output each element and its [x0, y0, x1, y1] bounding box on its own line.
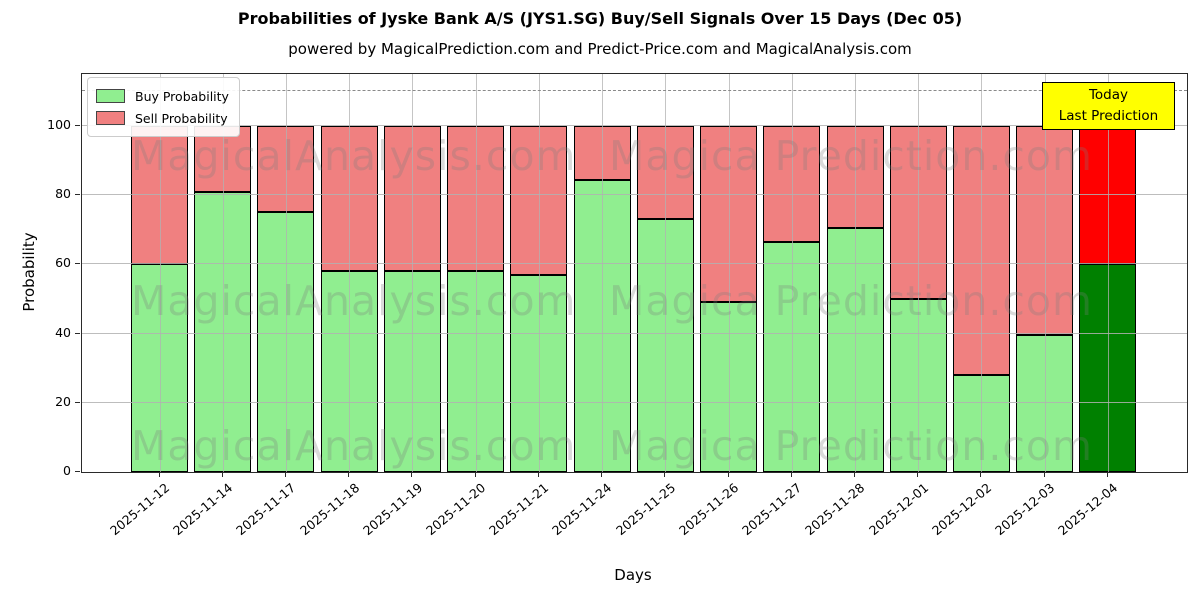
y-tick-label: 40 [55, 324, 71, 340]
x-tick-label: 2025-11-25 [612, 480, 678, 539]
today-annotation-line1: Today [1088, 87, 1129, 103]
watermark-text: MagicalAnalysis.com [131, 422, 577, 470]
x-tick-mark [474, 472, 476, 477]
h-gridline [82, 401, 1187, 403]
today-annotation-line2: Last Prediction [1058, 108, 1159, 124]
v-gridline [159, 74, 161, 472]
buy-swatch-icon [96, 89, 125, 103]
v-gridline [665, 74, 667, 472]
v-gridline [285, 74, 287, 472]
y-tick-mark [75, 471, 80, 472]
x-tick-mark [348, 472, 350, 477]
v-gridline [475, 74, 477, 472]
y-tick-label: 0 [63, 463, 71, 478]
y-tick-mark [75, 332, 80, 334]
x-tick-label: 2025-11-18 [296, 480, 362, 539]
x-tick-label: 2025-11-20 [422, 480, 489, 539]
v-gridline [349, 74, 351, 472]
v-gridline [981, 74, 983, 472]
x-tick-mark [854, 472, 856, 477]
x-tick-mark [284, 472, 286, 477]
legend-buy-label: Buy Probability [135, 88, 229, 104]
y-tick-mark [75, 194, 80, 196]
x-tick-mark [601, 472, 603, 477]
dashed-threshold-line [82, 90, 1187, 92]
x-tick-label: 2025-11-17 [233, 480, 299, 539]
sell-swatch-icon [96, 111, 125, 125]
x-tick-label: 2025-11-26 [675, 480, 742, 539]
x-tick-mark [790, 472, 792, 477]
x-axis-label: Days [614, 566, 652, 584]
h-gridline [82, 194, 1187, 196]
v-gridline [602, 74, 604, 472]
v-gridline [1107, 74, 1109, 472]
x-tick-mark [411, 472, 413, 477]
watermark-text: Magica Prediction.com [609, 422, 1093, 470]
v-gridline [918, 74, 920, 472]
x-tick-mark [664, 472, 666, 477]
x-tick-label: 2025-11-21 [486, 480, 552, 539]
x-tick-label: 2025-11-14 [170, 480, 236, 539]
watermark-text: Magica Prediction.com [609, 132, 1093, 180]
plot-area: MagicalAnalysis.com Magica Prediction.com… [81, 73, 1188, 473]
chart-title: Probabilities of Jyske Bank A/S (JYS1.SG… [237, 9, 963, 28]
x-tick-mark [221, 472, 223, 477]
x-tick-label: 2025-11-24 [549, 480, 615, 539]
x-tick-mark [537, 472, 539, 477]
h-gridline [82, 124, 1187, 126]
x-tick-label: 2025-12-03 [992, 480, 1058, 539]
v-gridline [791, 74, 793, 472]
legend-sell-label: Sell Probability [135, 110, 228, 126]
y-tick-mark [75, 263, 80, 265]
watermark-text: MagicalAnalysis.com [131, 277, 577, 325]
chart-subtitle: powered by MagicalPrediction.com and Pre… [288, 40, 912, 58]
legend: Buy Probability Sell Probability [87, 77, 240, 137]
x-tick-mark [1106, 472, 1108, 477]
x-tick-label: 2025-11-12 [106, 480, 173, 539]
y-axis-label: Probability [20, 232, 38, 312]
x-tick-mark [158, 472, 160, 477]
v-gridline [412, 74, 414, 472]
h-gridline [82, 332, 1187, 334]
v-gridline [538, 74, 540, 472]
x-tick-label: 2025-11-27 [739, 480, 805, 539]
x-tick-label: 2025-12-01 [865, 480, 931, 539]
y-tick-mark [75, 124, 80, 126]
x-tick-mark [917, 472, 919, 477]
v-gridline [728, 74, 730, 472]
v-gridline [1044, 74, 1046, 472]
legend-item-buy: Buy Probability [96, 85, 229, 107]
legend-item-sell: Sell Probability [96, 107, 229, 129]
x-tick-mark [1043, 472, 1045, 477]
x-tick-label: 2025-11-19 [359, 480, 426, 539]
x-tick-label: 2025-12-04 [1055, 480, 1121, 539]
y-tick-label: 60 [55, 255, 71, 271]
y-tick-label: 20 [55, 393, 71, 409]
y-tick-mark [75, 401, 80, 403]
x-tick-mark [727, 472, 729, 477]
x-tick-mark [980, 472, 982, 477]
x-tick-label: 2025-12-02 [928, 480, 995, 539]
v-gridline [222, 74, 224, 472]
x-tick-label: 2025-11-28 [802, 480, 868, 539]
watermark-text: MagicalAnalysis.com [131, 132, 577, 180]
watermark-text: Magica Prediction.com [609, 277, 1093, 325]
y-tick-label: 80 [55, 186, 71, 202]
y-tick-label: 100 [47, 116, 71, 132]
today-annotation: Today Last Prediction [1042, 82, 1175, 130]
h-gridline [82, 263, 1187, 265]
v-gridline [855, 74, 857, 472]
